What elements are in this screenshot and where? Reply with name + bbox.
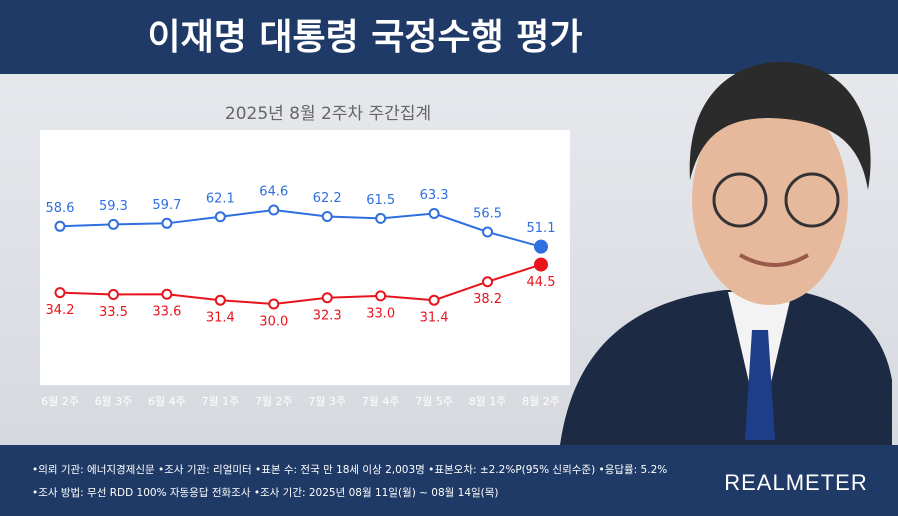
- data-label: 31.4: [206, 311, 235, 326]
- data-label: 59.3: [99, 199, 128, 214]
- data-label: 38.2: [473, 292, 502, 307]
- point: [214, 294, 226, 306]
- x-tick-label: 7월 2주: [255, 395, 293, 408]
- data-label: 64.6: [259, 185, 288, 200]
- point: [214, 211, 226, 223]
- data-label: 32.3: [313, 308, 342, 323]
- line: [59, 263, 542, 306]
- data-label: 63.3: [420, 188, 449, 203]
- point: [534, 239, 548, 254]
- data-label: 33.5: [99, 305, 128, 320]
- data-label: 62.2: [313, 191, 342, 206]
- data-label: 62.1: [206, 191, 235, 206]
- point: [321, 211, 333, 223]
- data-label: 34.2: [46, 303, 75, 318]
- point: [107, 288, 119, 300]
- data-label: 44.5: [527, 275, 556, 290]
- point: [534, 257, 548, 272]
- data-label: 58.6: [46, 201, 75, 216]
- point: [375, 212, 387, 224]
- x-tick-label: 8월 2주: [522, 395, 560, 408]
- point: [268, 298, 280, 310]
- footer: [0, 445, 898, 516]
- chart-title: 이재명 대통령 국정수행 평가: [147, 17, 582, 58]
- point: [161, 217, 173, 229]
- x-tick-label: 7월 5주: [415, 395, 453, 408]
- data-label: 61.5: [366, 193, 395, 208]
- x-tick-label: 7월 3주: [308, 395, 346, 408]
- portrait: [560, 61, 892, 445]
- x-tick-label: 7월 4주: [362, 395, 400, 408]
- subtitle: 2025년 8월 2주차 주간집계: [225, 104, 431, 124]
- data-label: 33.6: [152, 305, 181, 320]
- data-label: 31.4: [420, 311, 449, 326]
- point: [54, 287, 66, 299]
- point: [161, 288, 173, 300]
- point: [268, 204, 280, 216]
- data-label: 30.0: [259, 315, 288, 330]
- x-tick-label: 7월 1주: [201, 395, 239, 408]
- point: [428, 294, 440, 306]
- point: [54, 220, 66, 232]
- footnote: •조사 방법: 무선 RDD 100% 자동응답 전화조사 •조사 기간: 20…: [32, 486, 499, 499]
- data-label: 56.5: [473, 207, 502, 222]
- data-label: 33.0: [366, 306, 395, 321]
- x-tick-label: 8월 1주: [469, 395, 507, 408]
- header: [0, 0, 898, 74]
- point: [482, 226, 494, 238]
- point: [375, 290, 387, 302]
- point: [428, 208, 440, 220]
- plot-area: [40, 130, 570, 385]
- point: [107, 218, 119, 230]
- x-tick-label: 6월 3주: [95, 395, 133, 408]
- point: [321, 292, 333, 304]
- footnote: •의뢰 기관: 에너지경제신문 •조사 기관: 리얼미터 •표본 수: 전국 만…: [32, 463, 667, 476]
- point: [482, 276, 494, 288]
- data-label: 51.1: [527, 221, 556, 236]
- x-tick-label: 6월 2주: [41, 395, 79, 408]
- brand: REALMETER: [724, 470, 867, 495]
- line: [59, 208, 542, 248]
- x-tick-label: 6월 4주: [148, 395, 186, 408]
- data-label: 59.7: [152, 198, 181, 213]
